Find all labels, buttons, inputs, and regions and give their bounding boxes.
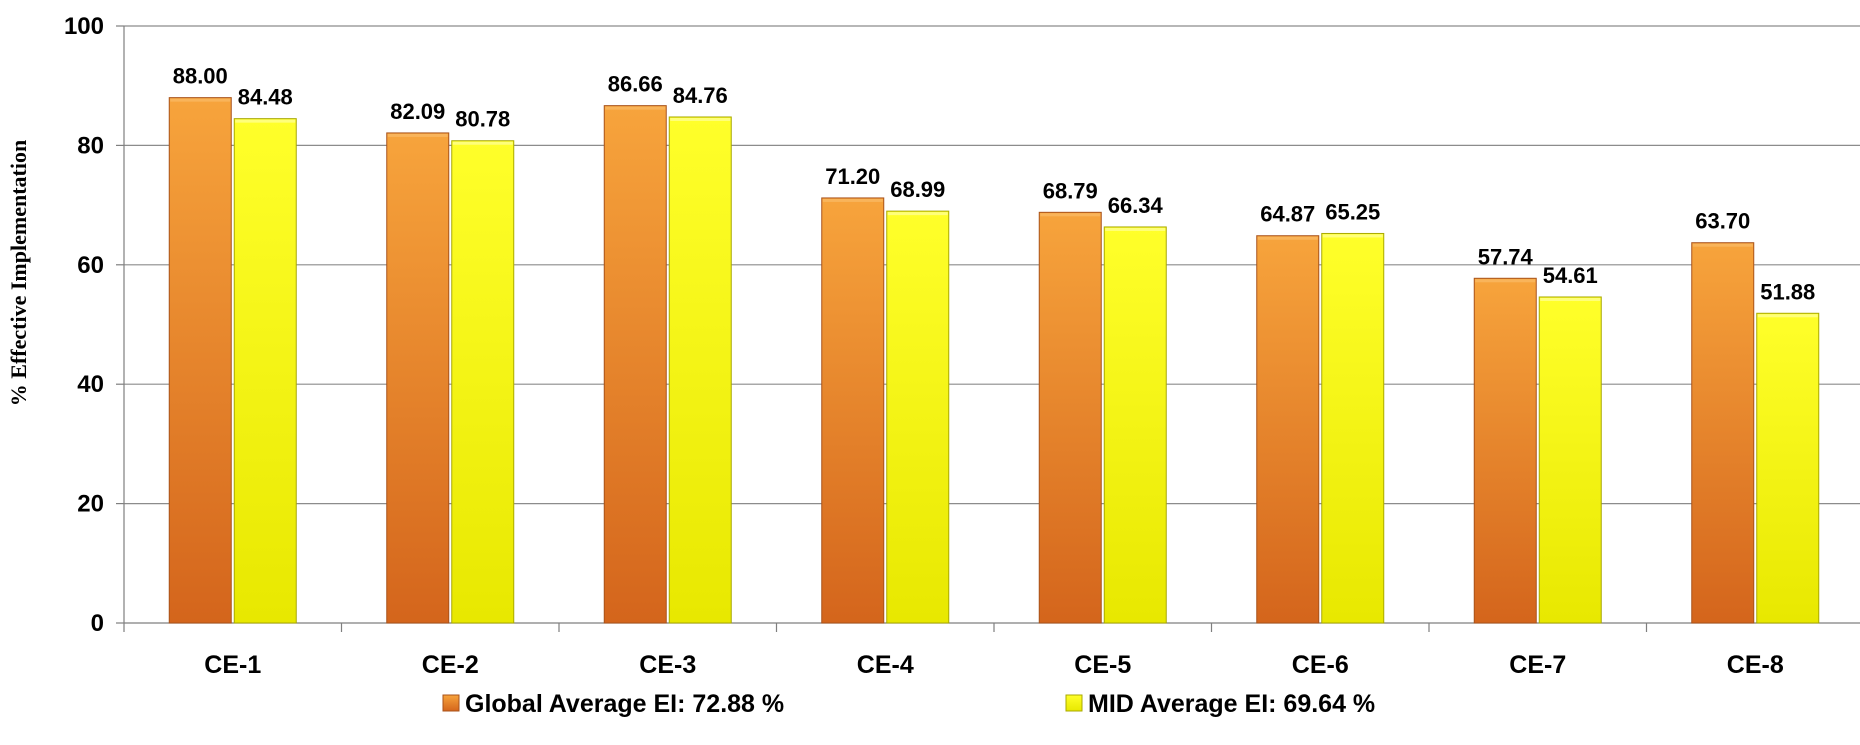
bar-mid-highlight [1105,227,1166,231]
data-label-global: 86.66 [608,72,663,97]
bar-mid [233,118,297,624]
y-tick-label: 0 [91,610,104,637]
y-tick-label: 100 [64,13,104,40]
data-label-mid: 84.48 [238,85,293,110]
bar-mid [1756,312,1820,624]
data-label-mid: 65.25 [1325,199,1380,224]
bar-global-highlight [1040,213,1101,217]
legend-label-mid: MID Average EI: 69.64 % [1088,690,1375,718]
bar-mid-highlight [1540,297,1601,301]
legend-label-global: Global Average EI: 72.88 % [465,690,784,718]
bar-global [1473,277,1537,624]
x-tick-label: CE-7 [1509,651,1566,679]
data-label-mid: 51.88 [1760,279,1815,304]
bar-mid-highlight [670,117,731,121]
data-label-mid: 68.99 [890,177,945,202]
bars [168,97,1820,624]
x-tick-label: CE-3 [639,651,696,679]
x-tick-label: CE-1 [204,651,261,679]
legend-item-mid: MID Average EI: 69.64 % [1065,690,1375,718]
x-tick-label: CE-5 [1074,651,1131,679]
data-label-global: 57.74 [1478,244,1534,269]
bar-global-highlight [1475,279,1536,283]
bar-mid-highlight [1757,314,1818,318]
x-tick-label: CE-6 [1292,651,1349,679]
bar-mid [886,210,950,624]
bar-mid [668,116,732,624]
y-tick-label: 80 [77,132,104,159]
data-label-global: 88.00 [173,64,228,89]
bar-global [1691,242,1755,624]
data-label-global: 64.87 [1260,202,1315,227]
bar-global-highlight [1692,243,1753,247]
data-label-mid: 84.76 [673,83,728,108]
x-tick-label: CE-2 [422,651,479,679]
data-label-global: 82.09 [390,99,445,124]
data-label-mid: 54.61 [1543,263,1598,288]
y-axis-title: % Effective Implementation [6,140,31,406]
data-label-mid: 66.34 [1108,193,1164,218]
bar-mid [451,140,515,624]
data-label-global: 63.70 [1695,209,1750,234]
legend-item-global: Global Average EI: 72.88 % [442,690,784,718]
data-labels: 88.00 84.48 82.09 80.78 86.66 84.76 71.20 68.99… [173,64,1816,305]
bar-mid-highlight [887,212,948,216]
bar-global [1256,235,1320,624]
y-tick-label: 40 [77,371,104,398]
data-label-global: 71.20 [825,164,880,189]
bar-global-highlight [387,133,448,137]
x-tick-label: CE-4 [857,651,914,679]
bar-mid [1538,296,1602,624]
y-tick-label: 20 [77,491,104,518]
legend-swatch-mid [1065,694,1083,712]
bar-mid [1321,232,1385,624]
bar-global-highlight [170,98,231,102]
bar-global-highlight [1257,236,1318,240]
legend: Global Average EI: 72.88 % MID Average E… [442,690,1375,718]
data-label-mid: 80.78 [455,107,510,132]
bar-mid-highlight [452,141,513,145]
bar-global-highlight [605,106,666,110]
bar-global [821,197,885,624]
bar-global [1038,211,1102,624]
bar-mid-highlight [235,119,296,123]
data-label-global: 68.79 [1043,178,1098,203]
bar-global [168,97,232,624]
legend-swatch-global [442,694,460,712]
y-tick-label: 60 [77,252,104,279]
x-tick-label: CE-8 [1727,651,1784,679]
bar-mid-highlight [1322,234,1383,238]
bar-global-highlight [822,198,883,202]
bar-global [603,105,667,624]
bar-global [386,132,450,624]
bar-mid [1103,226,1167,624]
